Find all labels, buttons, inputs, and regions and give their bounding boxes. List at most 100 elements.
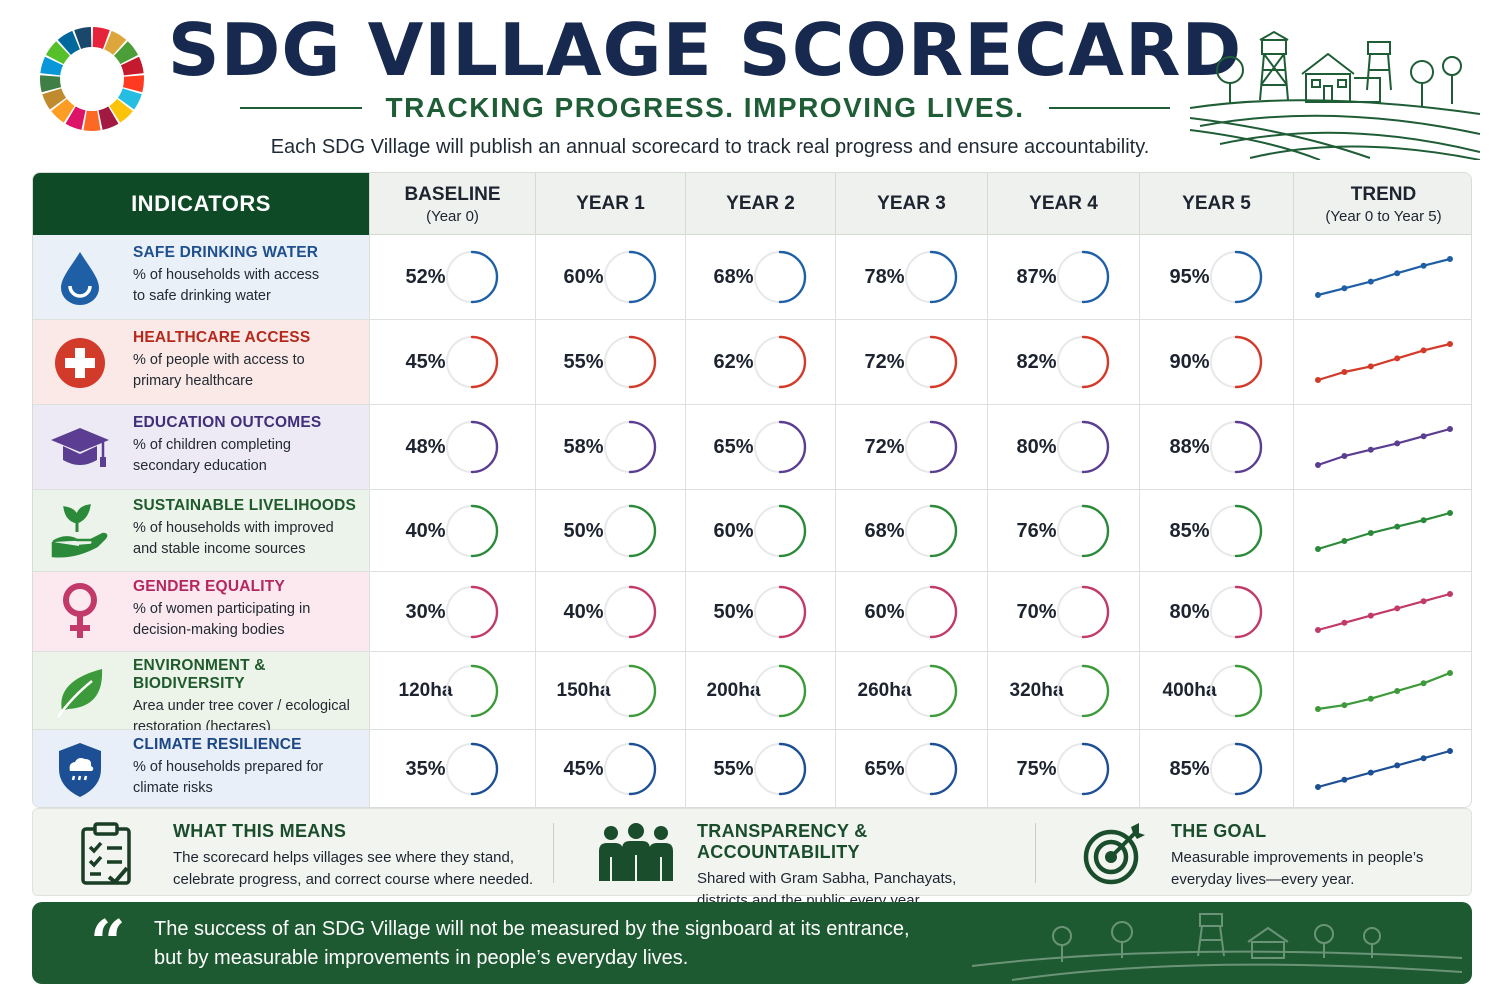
progress-arc	[904, 504, 957, 557]
progress-arc-fill	[470, 664, 498, 717]
year-value-cell: 70%	[987, 572, 1139, 651]
progress-arc	[445, 742, 498, 796]
trend-line	[1317, 592, 1451, 631]
value-wrap: 50%	[706, 582, 816, 642]
value-number: 120	[398, 679, 431, 701]
sdg-wheel-segment	[120, 56, 144, 76]
progress-arc-fill	[929, 420, 957, 474]
year-value-cell: 95%	[1139, 235, 1293, 319]
value-label: 87%	[1016, 266, 1057, 288]
tagline: TRACKING PROGRESS. IMPROVING LIVES.	[385, 92, 1025, 123]
progress-arc-fill	[1234, 585, 1262, 638]
year-value-cell: 88%	[1139, 405, 1293, 489]
value-wrap: 65%	[706, 417, 816, 477]
progress-arc-track	[1209, 664, 1236, 717]
indicator-description: % of households with access to safe drink…	[133, 265, 365, 307]
value-label: 55%	[563, 351, 604, 373]
progress-arc-track	[445, 251, 472, 303]
value-label: 78%	[864, 266, 905, 288]
progress-arc	[904, 420, 957, 474]
progress-arc	[753, 504, 806, 557]
value-wrap: 68%	[706, 247, 816, 307]
info-desc: The scorecard helps villages see where t…	[173, 847, 553, 891]
info-band: WHAT THIS MEANS The scorecard helps vill…	[32, 808, 1472, 909]
table-header: INDICATORS BASELINE (Year 0) YEAR 1 YEAR…	[33, 173, 1471, 235]
tagline-rule-left	[240, 107, 362, 109]
progress-arc-fill	[628, 420, 656, 474]
trend-point	[1394, 270, 1401, 277]
trend-cell	[1293, 490, 1471, 571]
progress-arc	[1056, 250, 1109, 304]
year-value-cell: 78%	[835, 235, 987, 319]
year-value-cell: 82%	[987, 320, 1139, 404]
progress-arc	[1056, 585, 1109, 638]
value-label: 85%	[1169, 519, 1210, 542]
year-value-cell: 260 ha	[835, 652, 987, 729]
progress-arc-track	[603, 585, 630, 638]
subtitle: Each SDG Village will publish an annual …	[270, 136, 1150, 158]
indicator-cell: ENVIRONMENT & BIODIVERSITY Area under tre…	[33, 652, 369, 735]
trend-sparkline	[1315, 341, 1453, 383]
indicator-description-line: Area under tree cover / ecological	[133, 698, 350, 714]
progress-arc-fill	[470, 335, 498, 389]
divider	[553, 823, 554, 883]
trend-point	[1341, 285, 1348, 292]
progress-arc-track	[753, 504, 780, 557]
year-value-cell: 400 ha	[1139, 652, 1293, 729]
village-illustration	[1190, 30, 1480, 160]
trend-cell	[1293, 572, 1471, 651]
progress-arc-fill	[929, 335, 957, 389]
trend-point	[1394, 523, 1401, 530]
value-wrap: 320 ha	[1009, 661, 1119, 721]
sdg-wheel-segment	[98, 106, 119, 130]
trend-point	[1394, 604, 1401, 611]
progress-arc-track	[753, 743, 780, 795]
trend-point	[1420, 755, 1427, 762]
value-wrap: 76%	[1009, 501, 1119, 561]
value-number: 400	[1162, 679, 1195, 701]
progress-arc-fill	[628, 504, 656, 557]
value-wrap: 65%	[857, 739, 967, 799]
progress-arc-track	[904, 504, 931, 557]
value-wrap: 85%	[1162, 501, 1272, 561]
progress-arc-fill	[1234, 250, 1262, 304]
progress-arc-track	[1209, 504, 1236, 557]
value-wrap: 400 ha	[1162, 661, 1272, 721]
year-value-cell: 87%	[987, 235, 1139, 319]
progress-arc-fill	[470, 504, 498, 557]
year-value-cell: 58%	[535, 405, 685, 489]
value-wrap: 35%	[398, 739, 508, 799]
info-desc-line: The scorecard helps villages see where t…	[173, 849, 515, 866]
progress-arc-fill	[929, 742, 957, 796]
leaf-icon	[47, 658, 113, 724]
info-text: TRANSPARENCY & ACCOUNTABILITY Shared wit…	[697, 821, 1027, 912]
trend-line	[1317, 257, 1451, 297]
value-wrap: 58%	[556, 417, 666, 477]
progress-arc-track	[1056, 664, 1083, 717]
value-wrap: 200 ha	[706, 661, 816, 721]
trend-cell	[1293, 730, 1471, 807]
progress-arc	[1209, 742, 1262, 796]
value-label: 45%	[563, 758, 604, 780]
value-wrap: 52%	[398, 247, 508, 307]
progress-arc-fill	[1234, 664, 1262, 717]
trend-point	[1315, 545, 1321, 552]
trend-point	[1447, 509, 1453, 516]
trend-point	[1447, 341, 1453, 347]
progress-arc-fill	[1234, 420, 1262, 474]
sdg-wheel-segment	[65, 106, 86, 130]
indicators-header: INDICATORS	[33, 173, 369, 235]
trend-sparkline	[1315, 748, 1453, 790]
progress-arc-fill	[628, 335, 656, 389]
people-group-icon	[599, 823, 673, 881]
value-label: 80%	[1169, 600, 1210, 623]
info-title: WHAT THIS MEANS	[173, 821, 347, 841]
trend-point	[1341, 537, 1348, 544]
progress-arc-track	[445, 664, 472, 717]
trend-point	[1367, 278, 1374, 285]
baseline-value-cell: 48%	[369, 405, 535, 489]
progress-arc-fill	[628, 585, 656, 638]
value-label: 72%	[864, 436, 905, 458]
indicator-text: HEALTHCARE ACCESS % of people with access…	[133, 329, 365, 392]
baseline-value-cell: 35%	[369, 730, 535, 807]
